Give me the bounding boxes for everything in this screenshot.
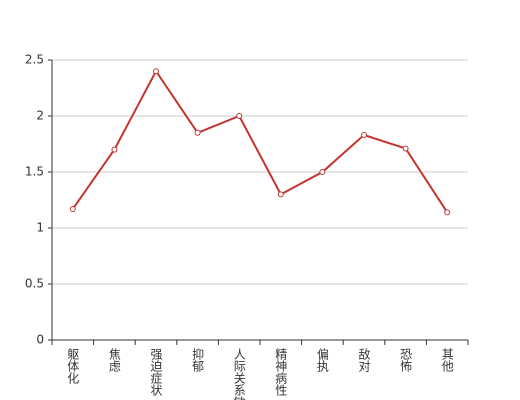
y-tick-label: 1.5 [25, 165, 44, 179]
point [69, 205, 76, 212]
point [153, 68, 159, 75]
x-tick-label: 躯体化 [66, 347, 80, 385]
x-tick-label: 其他 [440, 348, 454, 372]
point [277, 191, 284, 198]
point [444, 209, 451, 216]
x-tick-label: 强迫症状 [149, 348, 163, 396]
x-tick-label: 精神病性 [274, 348, 288, 397]
point [236, 113, 243, 119]
point [319, 169, 326, 175]
point [194, 129, 201, 136]
line [71, 69, 449, 213]
x-tick-label: 偏执 [315, 347, 329, 373]
x-tick-label: 恐怖 [399, 348, 413, 372]
x-tick-label: 抑郁 [191, 347, 205, 373]
point [361, 132, 367, 139]
point [111, 146, 118, 153]
y-tick-label: 0 [36, 333, 44, 347]
y-tick-label: 2 [36, 109, 44, 123]
y-tick-label: 1 [36, 221, 44, 235]
x-tick-label: 敌对 [357, 347, 371, 372]
y-tick-label: 2.5 [25, 53, 44, 67]
point [402, 145, 409, 152]
y-tick-label: 0.5 [25, 277, 44, 291]
x-tick-label: 焦虑 [107, 348, 121, 372]
x-tick-label: 人际关系敏感 [232, 348, 246, 400]
